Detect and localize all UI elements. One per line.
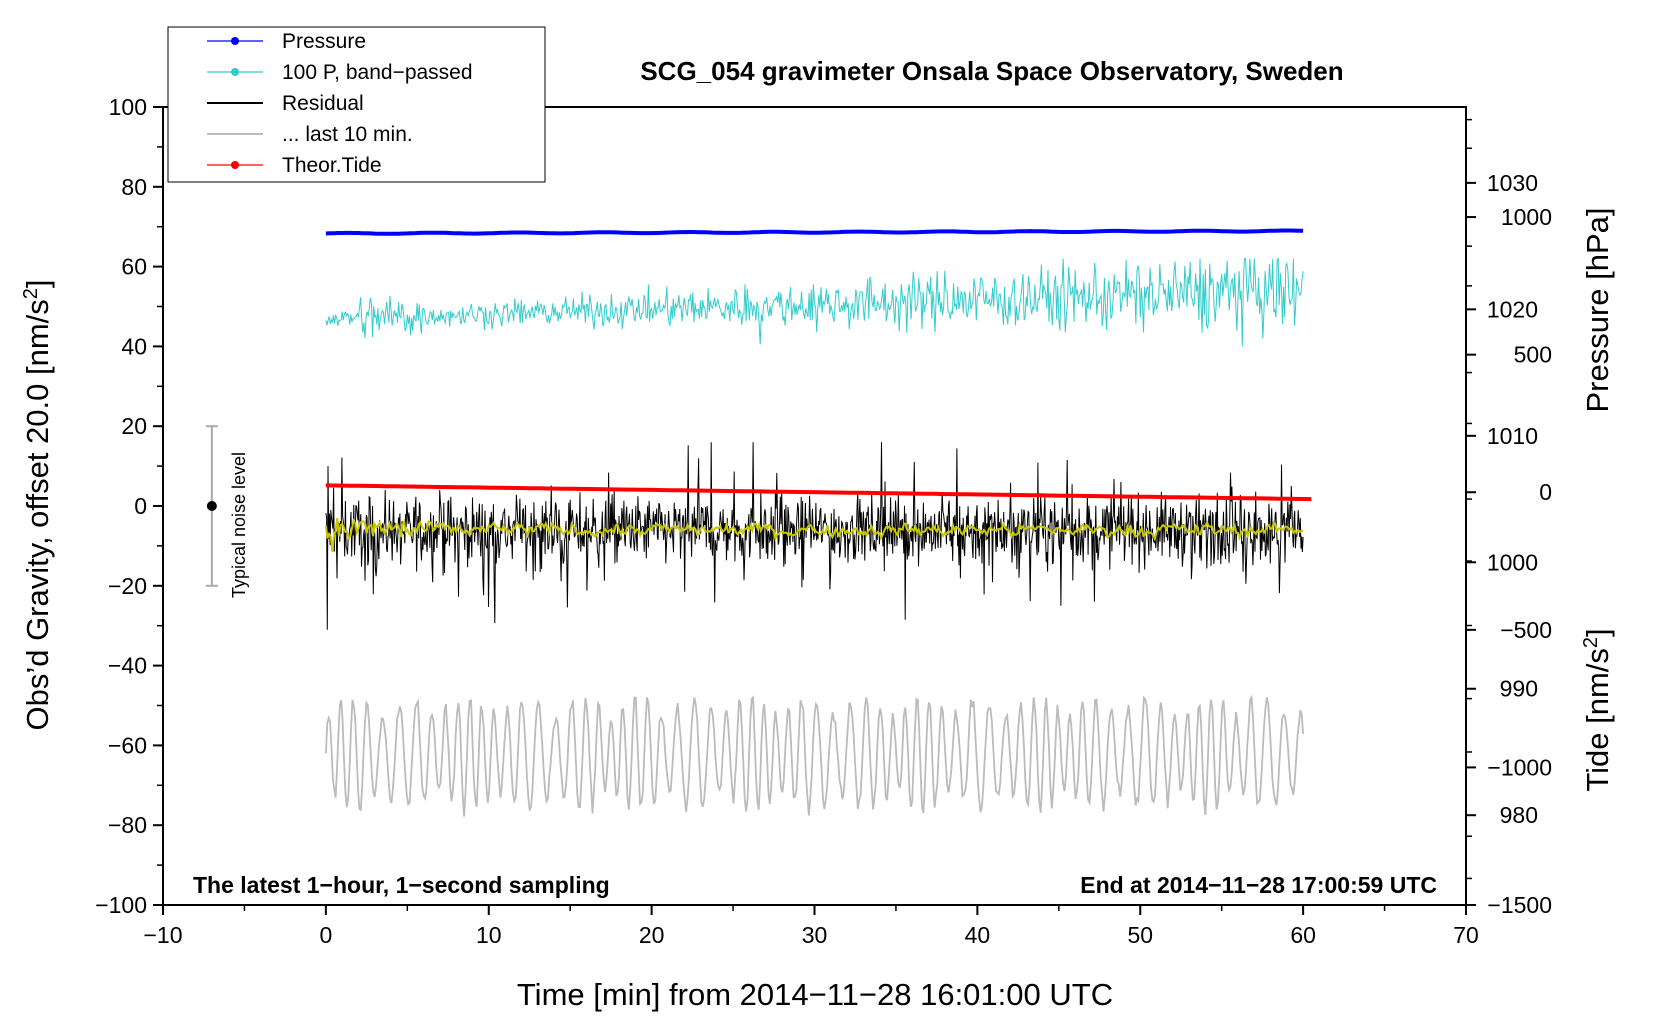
last-10-min-line bbox=[325, 694, 1304, 817]
legend-label: ... last 10 min. bbox=[282, 123, 413, 146]
series-layer bbox=[324, 228, 1312, 817]
y-axis-title: Obs’d Gravity, offset 20.0 [nm/s2] bbox=[20, 279, 55, 730]
x-tick-label: 40 bbox=[965, 922, 991, 948]
legend-marker bbox=[231, 37, 239, 45]
pressure-tick-label: 990 bbox=[1500, 676, 1538, 702]
pressure-tick-label: 1020 bbox=[1487, 296, 1538, 322]
y-tick-label: −20 bbox=[108, 573, 147, 599]
tide-tick-label: 500 bbox=[1514, 342, 1552, 368]
tide-tick-label: −500 bbox=[1500, 617, 1552, 643]
legend-box bbox=[167, 26, 546, 183]
noise-bar bbox=[205, 425, 218, 587]
noise-level-label: Typical noise level bbox=[229, 452, 249, 598]
chart-title: SCG_054 gravimeter Onsala Space Observat… bbox=[640, 56, 1343, 86]
pressure-tick-label: 1030 bbox=[1487, 170, 1538, 196]
tide-axis-title-main: Tide [nm/s bbox=[1580, 648, 1615, 792]
y-axis-ticks: −100 −80 −60 −40 −20 0 20 40 60 80 100 bbox=[95, 94, 163, 918]
pressure-axis-title: Pressure [hPa] bbox=[1580, 207, 1615, 412]
y-tick-label: −60 bbox=[108, 732, 147, 758]
residual-smoothed-line bbox=[324, 517, 1304, 553]
sampling-note: The latest 1−hour, 1−second sampling bbox=[193, 872, 610, 898]
legend-label: 100 P, band−passed bbox=[282, 61, 473, 84]
y-tick-label: −100 bbox=[95, 892, 147, 918]
x-tick-label: 10 bbox=[476, 922, 502, 948]
x-tick-label: −10 bbox=[143, 922, 182, 948]
y-tick-label: −40 bbox=[108, 653, 147, 679]
y-tick-label: 100 bbox=[109, 94, 147, 120]
x-axis-ticks: −10 0 10 20 30 40 50 60 70 bbox=[143, 905, 1479, 948]
x-tick-label: 50 bbox=[1127, 922, 1153, 948]
tide-axis-ticks: −1500 −1000 −500 0 500 1000 bbox=[1466, 147, 1552, 918]
band-passed-pressure-line bbox=[325, 257, 1304, 347]
x-tick-label: 0 bbox=[319, 922, 332, 948]
theoretical-tide-line bbox=[325, 483, 1312, 502]
y-tick-label: 80 bbox=[121, 174, 147, 200]
pressure-tick-label: 980 bbox=[1500, 802, 1538, 828]
pressure-tick-label: 1010 bbox=[1487, 423, 1538, 449]
noise-bar-center bbox=[206, 501, 217, 511]
tide-tick-label: −1500 bbox=[1487, 892, 1552, 918]
y-tick-label: 40 bbox=[121, 333, 147, 359]
end-time-note: End at 2014−11−28 17:00:59 UTC bbox=[1080, 872, 1437, 898]
x-tick-label: 20 bbox=[639, 922, 665, 948]
y-tick-label: −80 bbox=[108, 812, 147, 838]
x-tick-label: 30 bbox=[802, 922, 828, 948]
tide-axis-title-sup: 2 bbox=[1580, 637, 1602, 648]
y-tick-label: 60 bbox=[121, 254, 147, 280]
tide-axis-title: Tide [nm/s2] bbox=[1580, 628, 1615, 791]
y-axis-title-sup: 2 bbox=[20, 288, 42, 299]
tide-tick-label: 1000 bbox=[1501, 204, 1552, 230]
tide-axis-title-end: ] bbox=[1580, 628, 1615, 637]
legend-label: Pressure bbox=[282, 30, 366, 53]
y-axis-title-main: Obs’d Gravity, offset 20.0 [nm/s bbox=[20, 299, 55, 730]
x-tick-label: 60 bbox=[1290, 922, 1316, 948]
legend-marker bbox=[231, 161, 239, 169]
tide-tick-label: −1000 bbox=[1487, 754, 1552, 780]
x-axis-title: Time [min] from 2014−11−28 16:01:00 UTC bbox=[517, 977, 1113, 1012]
pressure-line bbox=[325, 228, 1304, 236]
legend-marker bbox=[231, 68, 239, 76]
legend: Pressure 100 P, band−passed Residual ... la… bbox=[167, 26, 546, 183]
y-axis-title-end: ] bbox=[20, 279, 55, 288]
tide-tick-label: 0 bbox=[1539, 479, 1552, 505]
y-tick-label: 20 bbox=[121, 413, 147, 439]
legend-label: Residual bbox=[282, 92, 364, 115]
legend-label: Theor.Tide bbox=[282, 154, 382, 177]
pressure-tick-label: 1000 bbox=[1487, 549, 1538, 575]
x-tick-label: 70 bbox=[1453, 922, 1479, 948]
pressure-axis-ticks: 980 990 1000 1010 1020 1030 bbox=[1466, 118, 1538, 880]
y-tick-label: 0 bbox=[134, 493, 147, 519]
